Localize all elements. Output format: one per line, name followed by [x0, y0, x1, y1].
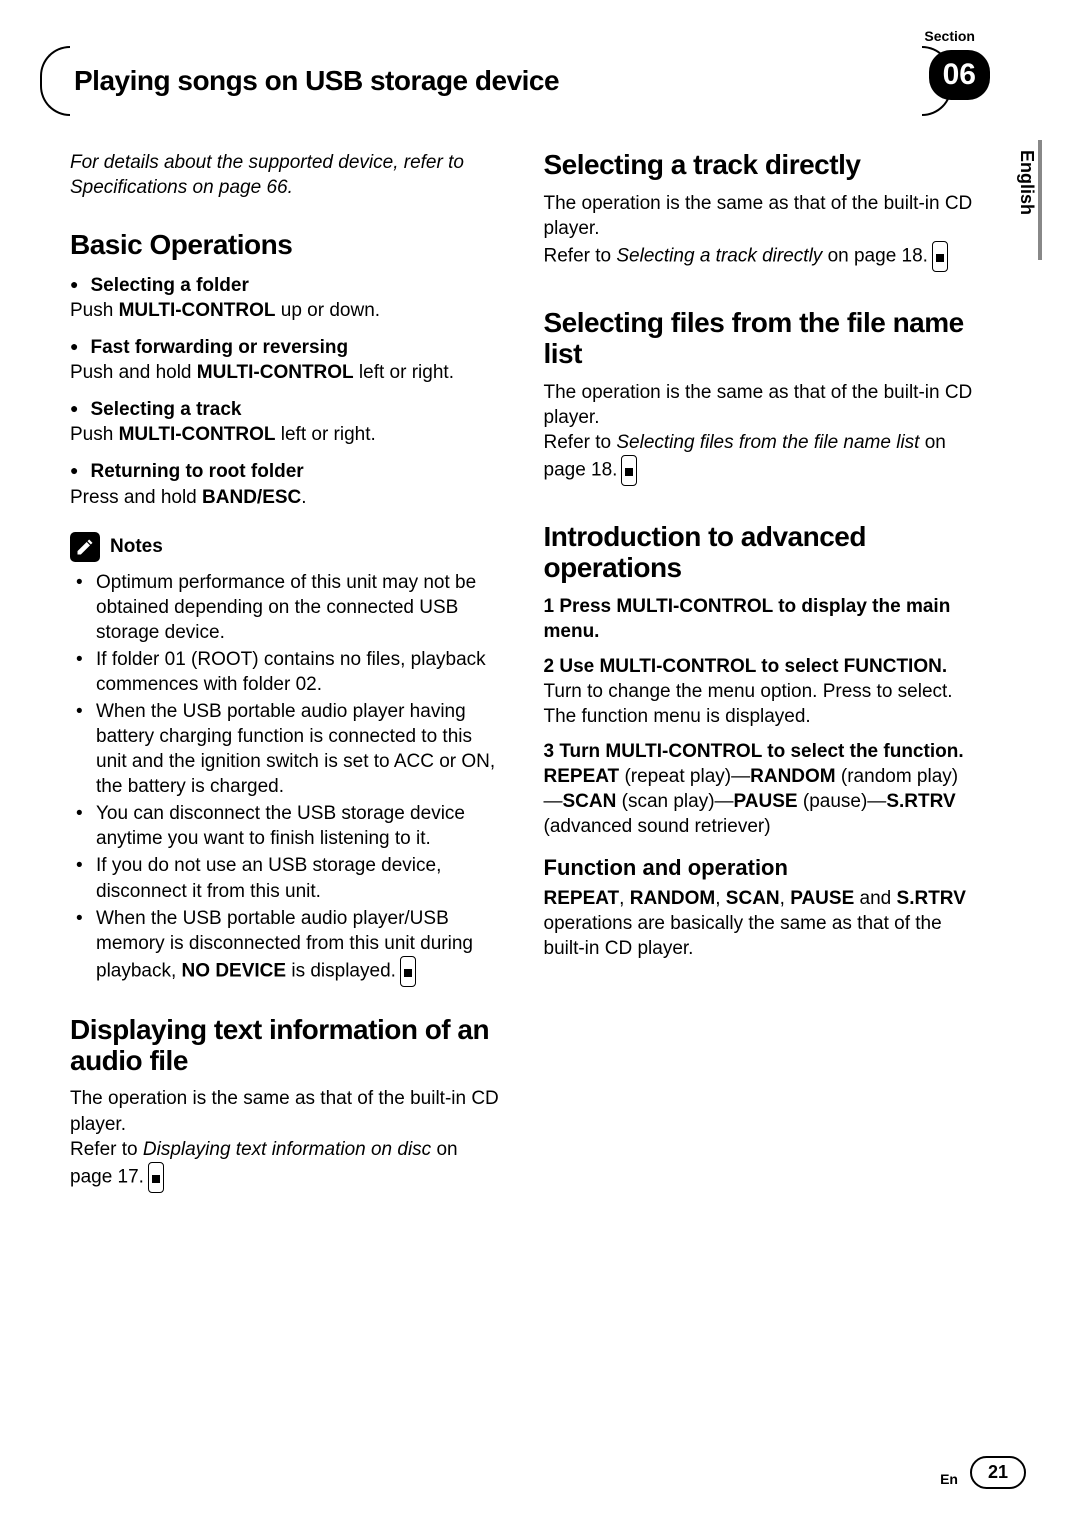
- heading-selecting-track: Selecting a track directly: [544, 150, 976, 181]
- list-item: •If folder 01 (ROOT) contains no files, …: [70, 647, 502, 697]
- list-item: •If you do not use an USB storage device…: [70, 853, 502, 903]
- stop-icon: [400, 956, 416, 987]
- body-text: The operation is the same as that of the…: [544, 380, 976, 430]
- heading-displaying-text: Displaying text information of an audio …: [70, 1015, 502, 1077]
- body-text: The operation is the same as that of the…: [544, 191, 976, 241]
- list-item: •You can disconnect the USB storage devi…: [70, 801, 502, 851]
- stop-icon: [148, 1162, 164, 1193]
- notes-label: Notes: [110, 534, 163, 559]
- op-head: Selecting a track: [70, 397, 502, 422]
- op-body: Push MULTI-CONTROL up or down.: [70, 298, 502, 323]
- left-column: For details about the supported device, …: [70, 150, 502, 1193]
- step-item: 1 Press MULTI-CONTROL to display the mai…: [544, 594, 976, 644]
- step-head: 3 Turn MULTI-CONTROL to select the funct…: [544, 739, 976, 764]
- op-item: Selecting a folder Push MULTI-CONTROL up…: [70, 273, 502, 323]
- body-text: REPEAT, RANDOM, SCAN, PAUSE and S.RTRV o…: [544, 886, 976, 961]
- footer-language: En: [940, 1471, 958, 1487]
- body-text: Refer to Selecting a track directly on p…: [544, 241, 976, 272]
- page-header: Section Playing songs on USB storage dev…: [40, 46, 1030, 116]
- step-head: 1 Press MULTI-CONTROL to display the mai…: [544, 594, 976, 644]
- stop-icon: [621, 455, 637, 486]
- op-head: Fast forwarding or reversing: [70, 335, 502, 360]
- notes-list: •Optimum performance of this unit may no…: [70, 570, 502, 987]
- heading-basic-operations: Basic Operations: [70, 230, 502, 261]
- op-item: Returning to root folder Press and hold …: [70, 459, 502, 509]
- op-body: Push MULTI-CONTROL left or right.: [70, 422, 502, 447]
- pencil-icon: [70, 532, 100, 562]
- body-text: REPEAT (repeat play)—RANDOM (random play…: [544, 764, 976, 839]
- page-footer: En 21: [940, 1456, 1026, 1489]
- step-head: 2 Use MULTI-CONTROL to select FUNCTION.: [544, 654, 976, 679]
- op-item: Selecting a track Push MULTI-CONTROL lef…: [70, 397, 502, 447]
- page-title: Playing songs on USB storage device: [64, 51, 573, 111]
- body-text: The function menu is displayed.: [544, 704, 976, 729]
- op-head: Selecting a folder: [70, 273, 502, 298]
- op-item: Fast forwarding or reversing Push and ho…: [70, 335, 502, 385]
- right-column: Selecting a track directly The operation…: [544, 150, 976, 1193]
- list-item: •When the USB portable audio player/USB …: [70, 906, 502, 987]
- op-body: Push and hold MULTI-CONTROL left or righ…: [70, 360, 502, 385]
- language-tab: English: [1016, 140, 1042, 260]
- list-item: •Optimum performance of this unit may no…: [70, 570, 502, 645]
- body-text: Turn to change the menu option. Press to…: [544, 679, 976, 704]
- body-text: The operation is the same as that of the…: [70, 1086, 502, 1136]
- op-body: Press and hold BAND/ESC.: [70, 485, 502, 510]
- section-number-badge: 06: [929, 50, 990, 100]
- step-item: 3 Turn MULTI-CONTROL to select the funct…: [544, 739, 976, 839]
- page-number: 21: [970, 1456, 1026, 1489]
- heading-selecting-files: Selecting files from the file name list: [544, 308, 976, 370]
- stop-icon: [932, 241, 948, 272]
- intro-note: For details about the supported device, …: [70, 150, 502, 200]
- list-item: •When the USB portable audio player havi…: [70, 699, 502, 799]
- notes-header: Notes: [70, 532, 502, 562]
- body-text: Refer to Displaying text information on …: [70, 1137, 502, 1193]
- step-item: 2 Use MULTI-CONTROL to select FUNCTION. …: [544, 654, 976, 729]
- section-label: Section: [924, 28, 975, 44]
- body-text: Refer to Selecting files from the file n…: [544, 430, 976, 486]
- heading-function-operation: Function and operation: [544, 853, 976, 882]
- op-head: Returning to root folder: [70, 459, 502, 484]
- language-label: English: [1016, 140, 1037, 215]
- heading-advanced-ops: Introduction to advanced operations: [544, 522, 976, 584]
